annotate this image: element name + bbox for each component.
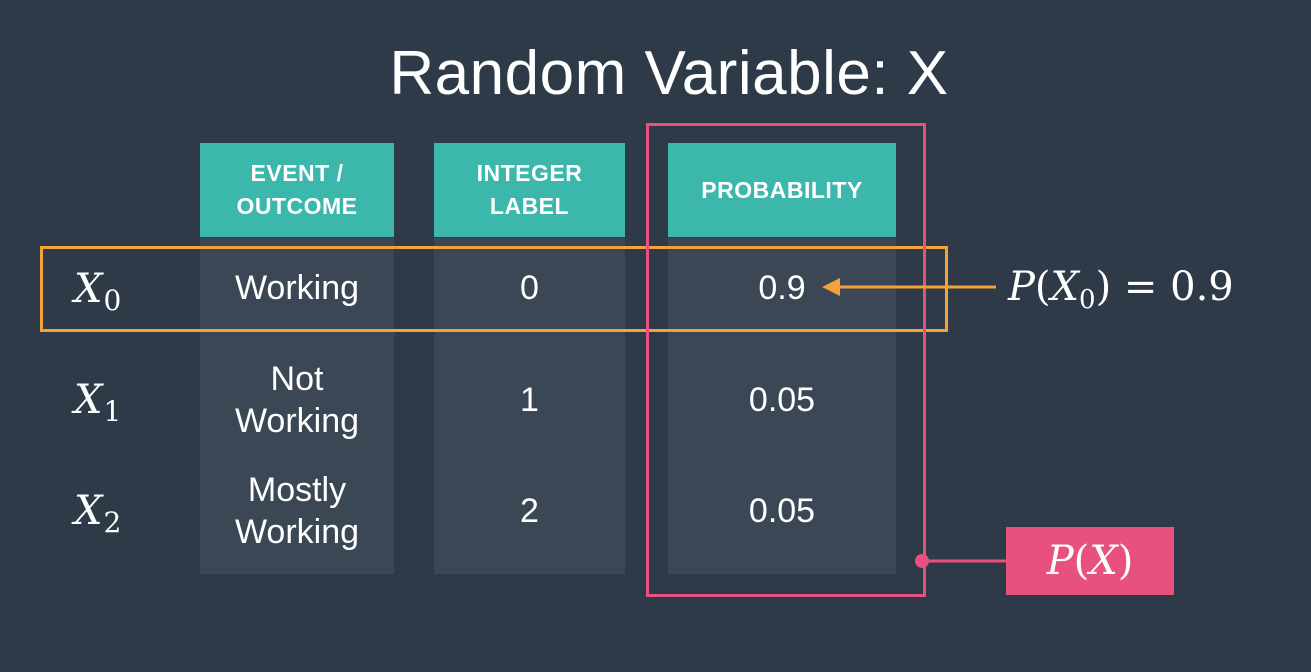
connector-dot <box>915 554 929 568</box>
eq-sub: 0 <box>1079 285 1096 315</box>
cell-probability-0: 0.9 <box>668 248 896 328</box>
cell-probability-1: 0.05 <box>668 350 896 450</box>
eq-p: P <box>1008 264 1035 310</box>
highlight-row-box <box>40 246 948 332</box>
badge-var: X <box>1089 538 1118 584</box>
header-event-text: EVENT / OUTCOME <box>236 160 358 219</box>
header-label: INTEGER LABEL <box>434 143 625 237</box>
cell-text: Mostly Working <box>234 471 360 551</box>
cell-event-2: Mostly Working <box>200 461 394 561</box>
row-var-1: X1 <box>74 377 121 435</box>
cell-text: 0.9 <box>758 269 806 307</box>
highlight-column-box <box>646 123 926 597</box>
cell-text: 2 <box>520 492 539 530</box>
header-probability: PROBABILITY <box>668 143 896 237</box>
var-letter: X <box>74 377 103 423</box>
cell-text: 1 <box>520 381 539 419</box>
cell-probability-2: 0.05 <box>668 461 896 561</box>
header-label-text: INTEGER LABEL <box>476 160 583 219</box>
cell-text: Working <box>234 269 360 307</box>
arrow-head-icon <box>822 278 840 296</box>
badge-open: ( <box>1073 538 1090 584</box>
cell-text: 0 <box>520 269 539 307</box>
badge-close: ) <box>1117 538 1134 584</box>
eq-close: ) <box>1095 264 1112 310</box>
eq-value: 0.9 <box>1170 264 1234 310</box>
var-subscript: 0 <box>103 284 122 317</box>
cell-label-2: 2 <box>434 461 625 561</box>
cell-event-1: Not Working <box>200 350 394 450</box>
label-column <box>434 238 625 574</box>
header-event: EVENT / OUTCOME <box>200 143 394 237</box>
cell-text: 0.05 <box>748 492 816 530</box>
var-subscript: 2 <box>103 506 122 539</box>
event-column <box>200 238 394 574</box>
cell-event-0: Working <box>200 248 394 328</box>
page-title: Random Variable: X <box>389 39 949 108</box>
header-probability-text: PROBABILITY <box>701 176 863 203</box>
cell-label-0: 0 <box>434 248 625 328</box>
var-subscript: 1 <box>103 395 122 428</box>
var-letter: X <box>74 266 103 312</box>
probability-equation: P(X0) = 0.9 <box>1008 262 1234 325</box>
eq-open: ( <box>1034 264 1051 310</box>
badge-p: P <box>1046 538 1074 584</box>
px-badge: P(X) <box>1006 527 1174 595</box>
var-letter: X <box>74 488 103 534</box>
cell-text: 0.05 <box>748 381 816 419</box>
row-var-0: X0 <box>74 266 121 324</box>
cell-text: Not Working <box>234 360 360 440</box>
eq-equals: = <box>1111 264 1171 310</box>
probability-column <box>668 238 896 574</box>
row-var-2: X2 <box>74 488 121 546</box>
eq-var: X <box>1050 264 1080 310</box>
cell-label-1: 1 <box>434 350 625 450</box>
